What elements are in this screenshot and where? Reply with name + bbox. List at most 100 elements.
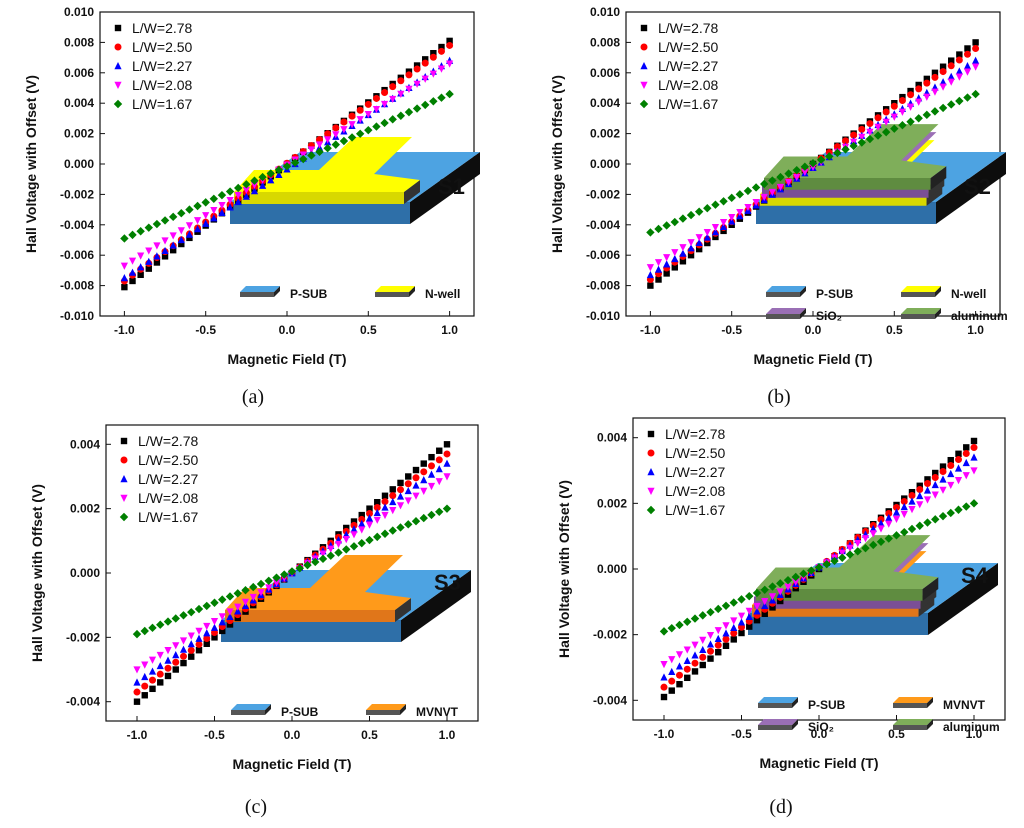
data-point — [962, 450, 970, 458]
data-point — [133, 678, 141, 686]
data-point — [858, 125, 866, 133]
data-point — [429, 97, 438, 106]
data-point — [738, 629, 745, 637]
inset-legend-label: P-SUB — [808, 698, 846, 712]
data-point — [816, 155, 826, 164]
data-point — [332, 124, 340, 132]
data-point — [136, 227, 145, 236]
data-point — [922, 110, 932, 120]
data-point — [249, 582, 258, 592]
data-point — [660, 683, 668, 691]
data-point — [906, 103, 915, 111]
data-point — [172, 642, 180, 650]
data-point — [169, 232, 177, 240]
y-tick-label: 0.010 — [590, 5, 620, 19]
data-point — [679, 249, 687, 257]
data-point — [931, 88, 939, 96]
data-point — [706, 607, 715, 617]
data-point — [179, 637, 188, 645]
data-point — [396, 111, 406, 120]
data-point — [373, 508, 381, 517]
data-point — [972, 63, 980, 71]
inset-legend-label: P-SUB — [290, 287, 328, 301]
data-point — [430, 49, 437, 57]
data-point — [405, 71, 413, 79]
data-point — [157, 679, 164, 686]
data-point — [954, 477, 963, 485]
data-point — [954, 464, 963, 472]
data-point — [745, 612, 753, 621]
data-point — [885, 513, 893, 522]
x-tick-label: 0.0 — [811, 727, 828, 741]
data-point — [404, 480, 412, 488]
data-point — [939, 63, 947, 70]
data-point — [156, 651, 164, 660]
data-point — [745, 591, 754, 601]
data-point — [195, 640, 203, 648]
data-point — [164, 647, 172, 655]
data-point — [707, 655, 714, 662]
data-point — [365, 535, 374, 545]
inset-legend-swatch — [893, 719, 933, 730]
data-point — [893, 503, 900, 511]
data-point — [736, 208, 744, 217]
y-tick-label: 0.002 — [590, 127, 620, 141]
series-L/W=1.67 — [659, 499, 979, 636]
y-axis-title: Hall Voltage with Offset (V) — [23, 75, 39, 253]
data-point — [690, 614, 700, 623]
legend-marker — [640, 43, 648, 51]
data-point — [947, 481, 955, 490]
data-point — [898, 96, 906, 104]
data-point — [735, 190, 745, 199]
data-point — [178, 240, 185, 248]
well-layer — [234, 137, 420, 204]
y-tick-label: -0.006 — [586, 248, 620, 262]
data-point — [792, 578, 800, 586]
data-point — [396, 523, 405, 532]
data-point — [751, 183, 761, 192]
data-point — [970, 467, 978, 475]
data-point — [201, 198, 210, 207]
data-point — [695, 245, 703, 253]
x-tick-label: 0.0 — [284, 728, 301, 742]
data-point — [825, 152, 834, 161]
data-point — [120, 234, 129, 243]
data-point — [683, 656, 691, 665]
data-point — [947, 456, 954, 464]
panel-caption: (d) — [769, 796, 792, 818]
data-point — [274, 165, 284, 175]
data-point — [145, 247, 153, 255]
data-point — [784, 169, 793, 178]
data-point — [931, 480, 939, 489]
data-point — [148, 656, 157, 664]
data-point — [662, 221, 671, 230]
data-point — [350, 525, 358, 533]
legend-label: L/W=2.50 — [138, 452, 199, 468]
data-point — [668, 656, 676, 664]
data-point — [714, 604, 723, 614]
data-point — [148, 667, 157, 675]
data-point — [885, 509, 893, 517]
data-point — [907, 87, 914, 95]
data-point — [714, 627, 722, 635]
data-point — [203, 629, 211, 637]
data-point — [265, 584, 273, 592]
data-point — [678, 214, 688, 223]
data-point — [687, 239, 695, 247]
data-point — [140, 626, 149, 636]
x-tick-label: -1.0 — [127, 728, 148, 742]
inset-legend-swatch — [375, 286, 415, 297]
legend-label: L/W=2.78 — [665, 426, 726, 442]
y-tick-label: 0.010 — [64, 5, 94, 19]
data-point — [647, 282, 654, 289]
data-point — [332, 131, 340, 139]
data-point — [404, 520, 413, 529]
legend-marker — [113, 99, 123, 109]
data-point — [954, 505, 963, 514]
data-point — [420, 487, 428, 495]
data-point — [429, 53, 437, 61]
data-point — [226, 608, 234, 616]
data-point — [195, 627, 203, 635]
data-point — [249, 593, 257, 602]
legend-marker — [646, 505, 656, 515]
